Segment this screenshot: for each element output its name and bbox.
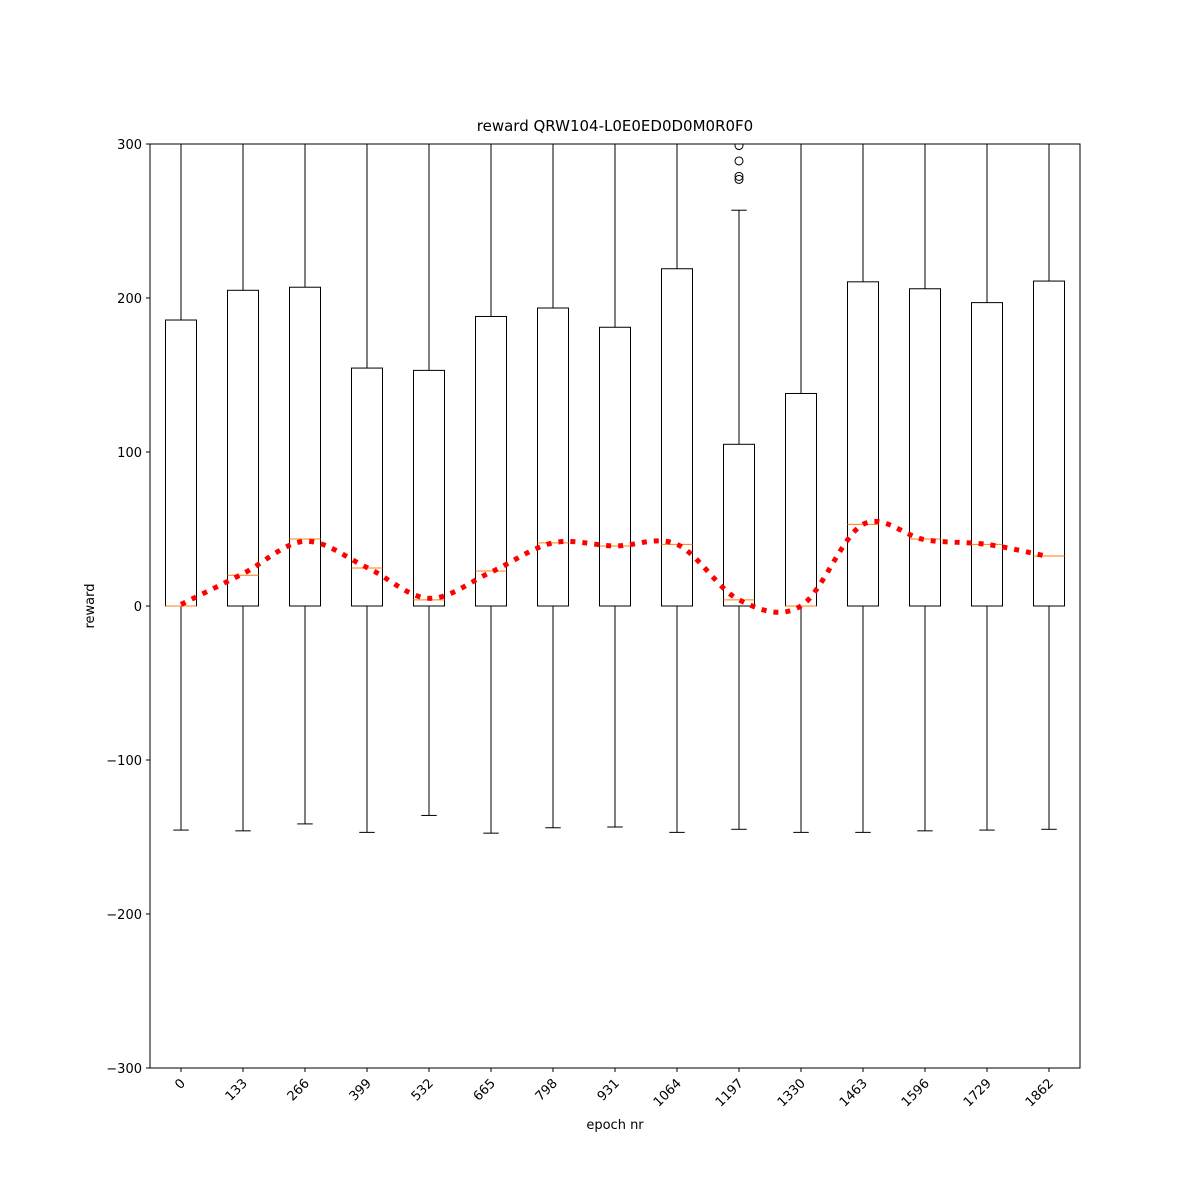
outlier	[734, 171, 744, 181]
box	[909, 288, 941, 607]
x-tick-label: 532	[409, 1076, 437, 1104]
box	[165, 319, 197, 607]
box	[847, 281, 879, 607]
y-tick-label: 0	[134, 600, 142, 615]
x-tick-label: 1197	[713, 1076, 747, 1110]
x-tick-label: 1064	[651, 1076, 685, 1110]
x-tick-label: 1463	[837, 1076, 871, 1110]
x-tick-label: 798	[533, 1076, 561, 1104]
x-tick-label: 0	[172, 1076, 188, 1092]
y-tick-label: −100	[106, 754, 142, 769]
outlier	[734, 156, 744, 166]
outlier	[734, 174, 744, 184]
box	[785, 392, 817, 607]
outlier	[734, 144, 744, 151]
y-tick-label: −300	[106, 1062, 142, 1077]
box	[537, 307, 569, 607]
box	[661, 268, 693, 607]
plot-area	[165, 144, 1065, 834]
x-tick-label: 1596	[899, 1076, 933, 1110]
box	[351, 367, 383, 607]
x-tick-label: 399	[347, 1076, 375, 1104]
x-tick-label: 1330	[775, 1076, 809, 1110]
box	[971, 302, 1003, 607]
x-tick-label: 133	[223, 1076, 251, 1104]
y-tick-label: 100	[117, 446, 142, 461]
x-tick-label: 1729	[961, 1076, 995, 1110]
x-tick-label: 931	[595, 1076, 623, 1104]
x-tick-label: 665	[471, 1076, 499, 1104]
box	[227, 289, 259, 607]
mean-line	[179, 518, 1050, 615]
y-axis-label: reward	[83, 583, 98, 628]
box	[289, 286, 321, 607]
box	[413, 369, 445, 607]
box	[599, 326, 631, 607]
y-tick-label: 200	[117, 292, 142, 307]
chart-title: reward QRW104-L0E0ED0D0M0R0F0	[477, 117, 753, 135]
x-tick-label: 1862	[1023, 1076, 1057, 1110]
y-tick-label: 300	[117, 138, 142, 153]
box	[723, 443, 755, 607]
y-tick-label: −200	[106, 908, 142, 923]
box	[1033, 280, 1065, 607]
x-tick-label: 266	[285, 1076, 313, 1104]
box	[475, 315, 507, 607]
x-axis-label: epoch nr	[586, 1118, 644, 1133]
